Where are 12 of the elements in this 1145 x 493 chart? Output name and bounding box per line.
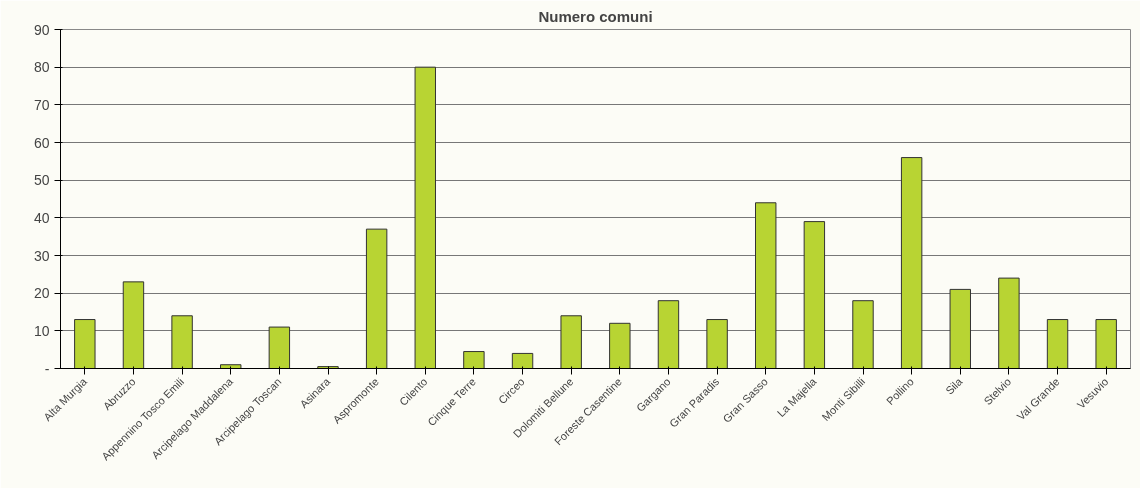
y-tick-label: 50: [33, 172, 50, 189]
y-tick-label: 60: [33, 134, 50, 151]
y-tick-label: -: [44, 360, 50, 377]
y-tick-label: 70: [33, 96, 50, 113]
y-tick-label: 30: [33, 247, 50, 264]
y-tick-label: 40: [33, 209, 50, 226]
y-tick-label: 80: [33, 59, 50, 76]
y-tick-label: 10: [33, 322, 50, 339]
y-tick-label: 20: [33, 285, 50, 302]
x-tick-label: Sila: [943, 374, 966, 397]
y-tick-label: 90: [33, 21, 50, 38]
chart-title: Numero comuni: [538, 7, 653, 25]
